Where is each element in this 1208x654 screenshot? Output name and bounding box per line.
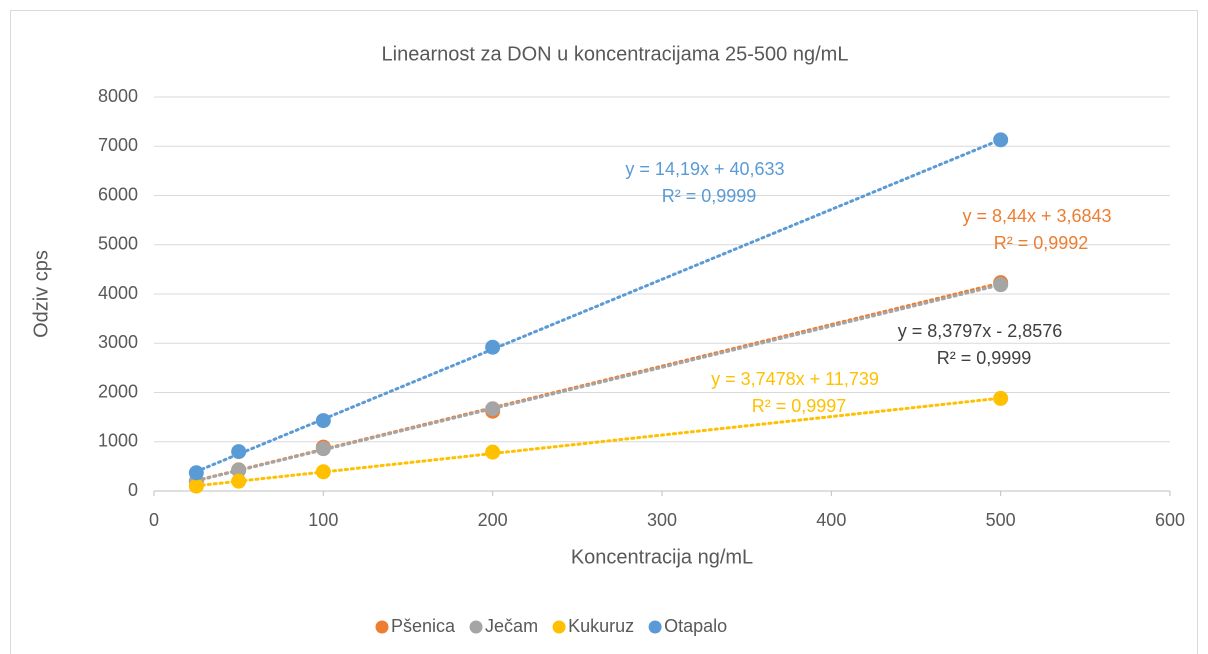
- point: [315, 441, 331, 457]
- y-tick-label: 6000: [98, 184, 138, 204]
- point: [188, 478, 204, 494]
- point: [993, 277, 1009, 293]
- chart-frame: [10, 10, 1198, 654]
- trendline-r2: R² = 0,9992: [994, 233, 1089, 253]
- legend-label: Kukuruz: [568, 616, 634, 636]
- y-tick-label: 0: [128, 480, 138, 500]
- point: [315, 464, 331, 480]
- legend-label: Ječam: [485, 616, 538, 636]
- trendline-r2: R² = 0,9997: [752, 396, 847, 416]
- point: [485, 401, 501, 417]
- point: [993, 132, 1009, 148]
- trendline: [194, 138, 1003, 474]
- x-tick-label: 500: [986, 510, 1016, 530]
- y-tick-label: 7000: [98, 135, 138, 155]
- point: [485, 339, 501, 355]
- x-axis-label: Koncentracija ng/mL: [571, 546, 753, 568]
- x-tick-label: 0: [149, 510, 159, 530]
- legend-label: Pšenica: [391, 616, 456, 636]
- y-tick-label: 4000: [98, 283, 138, 303]
- trendline-equation: y = 3,7478x + 11,739: [711, 369, 879, 389]
- y-tick-label: 1000: [98, 431, 138, 451]
- x-tick-label: 600: [1155, 510, 1185, 530]
- point: [231, 473, 247, 489]
- legend-marker: [375, 620, 389, 634]
- legend-marker: [648, 620, 662, 634]
- point: [993, 390, 1009, 406]
- x-tick-label: 300: [647, 510, 677, 530]
- point: [315, 413, 331, 429]
- x-tick-label: 100: [308, 510, 338, 530]
- trendline-equation: y = 14,19x + 40,633: [625, 159, 784, 179]
- trendline-equation: y = 8,44x + 3,6843: [962, 206, 1111, 226]
- x-tick-label: 400: [816, 510, 846, 530]
- x-tick-label: 200: [478, 510, 508, 530]
- y-tick-label: 5000: [98, 234, 138, 254]
- y-tick-label: 8000: [98, 86, 138, 106]
- point: [231, 444, 247, 460]
- trendline-r2: R² = 0,9999: [662, 186, 757, 206]
- legend-label: Otapalo: [664, 616, 727, 636]
- trendline-equation: y = 8,3797x - 2,8576: [898, 321, 1063, 341]
- legend-marker: [469, 620, 483, 634]
- point: [231, 462, 247, 478]
- point: [485, 444, 501, 460]
- legend-marker: [552, 620, 566, 634]
- y-axis-label: Odziv cps: [30, 250, 52, 338]
- y-tick-label: 3000: [98, 332, 138, 352]
- point: [188, 465, 204, 481]
- y-tick-label: 2000: [98, 381, 138, 401]
- chart-title: Linearnost za DON u koncentracijama 25-5…: [382, 43, 849, 65]
- trendline-r2: R² = 0,9999: [937, 348, 1032, 368]
